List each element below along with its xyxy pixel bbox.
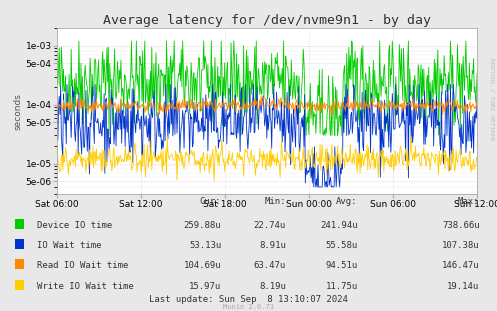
Text: RRDTOOL / TOBI OETIKER: RRDTOOL / TOBI OETIKER: [490, 58, 495, 141]
Text: 15.97u: 15.97u: [189, 282, 221, 290]
Text: Last update: Sun Sep  8 13:10:07 2024: Last update: Sun Sep 8 13:10:07 2024: [149, 295, 348, 304]
Y-axis label: seconds: seconds: [14, 93, 23, 130]
Text: IO Wait time: IO Wait time: [37, 241, 102, 250]
Text: 55.58u: 55.58u: [326, 241, 358, 250]
Text: 104.69u: 104.69u: [183, 262, 221, 270]
Text: 241.94u: 241.94u: [320, 221, 358, 230]
Text: Cur:: Cur:: [200, 197, 221, 206]
Text: Device IO time: Device IO time: [37, 221, 112, 230]
Text: Max:: Max:: [458, 197, 480, 206]
Text: Write IO Wait time: Write IO Wait time: [37, 282, 134, 290]
Text: 107.38u: 107.38u: [442, 241, 480, 250]
Text: Avg:: Avg:: [336, 197, 358, 206]
Title: Average latency for /dev/nvme9n1 - by day: Average latency for /dev/nvme9n1 - by da…: [103, 14, 431, 27]
Text: Munin 2.0.73: Munin 2.0.73: [223, 304, 274, 310]
Text: 63.47u: 63.47u: [253, 262, 286, 270]
Text: Read IO Wait time: Read IO Wait time: [37, 262, 129, 270]
Text: 53.13u: 53.13u: [189, 241, 221, 250]
Text: 94.51u: 94.51u: [326, 262, 358, 270]
Text: Min:: Min:: [264, 197, 286, 206]
Text: 22.74u: 22.74u: [253, 221, 286, 230]
Text: 11.75u: 11.75u: [326, 282, 358, 290]
Text: 259.88u: 259.88u: [183, 221, 221, 230]
Text: 738.66u: 738.66u: [442, 221, 480, 230]
Text: 8.91u: 8.91u: [259, 241, 286, 250]
Text: 146.47u: 146.47u: [442, 262, 480, 270]
Text: 8.19u: 8.19u: [259, 282, 286, 290]
Text: 19.14u: 19.14u: [447, 282, 480, 290]
